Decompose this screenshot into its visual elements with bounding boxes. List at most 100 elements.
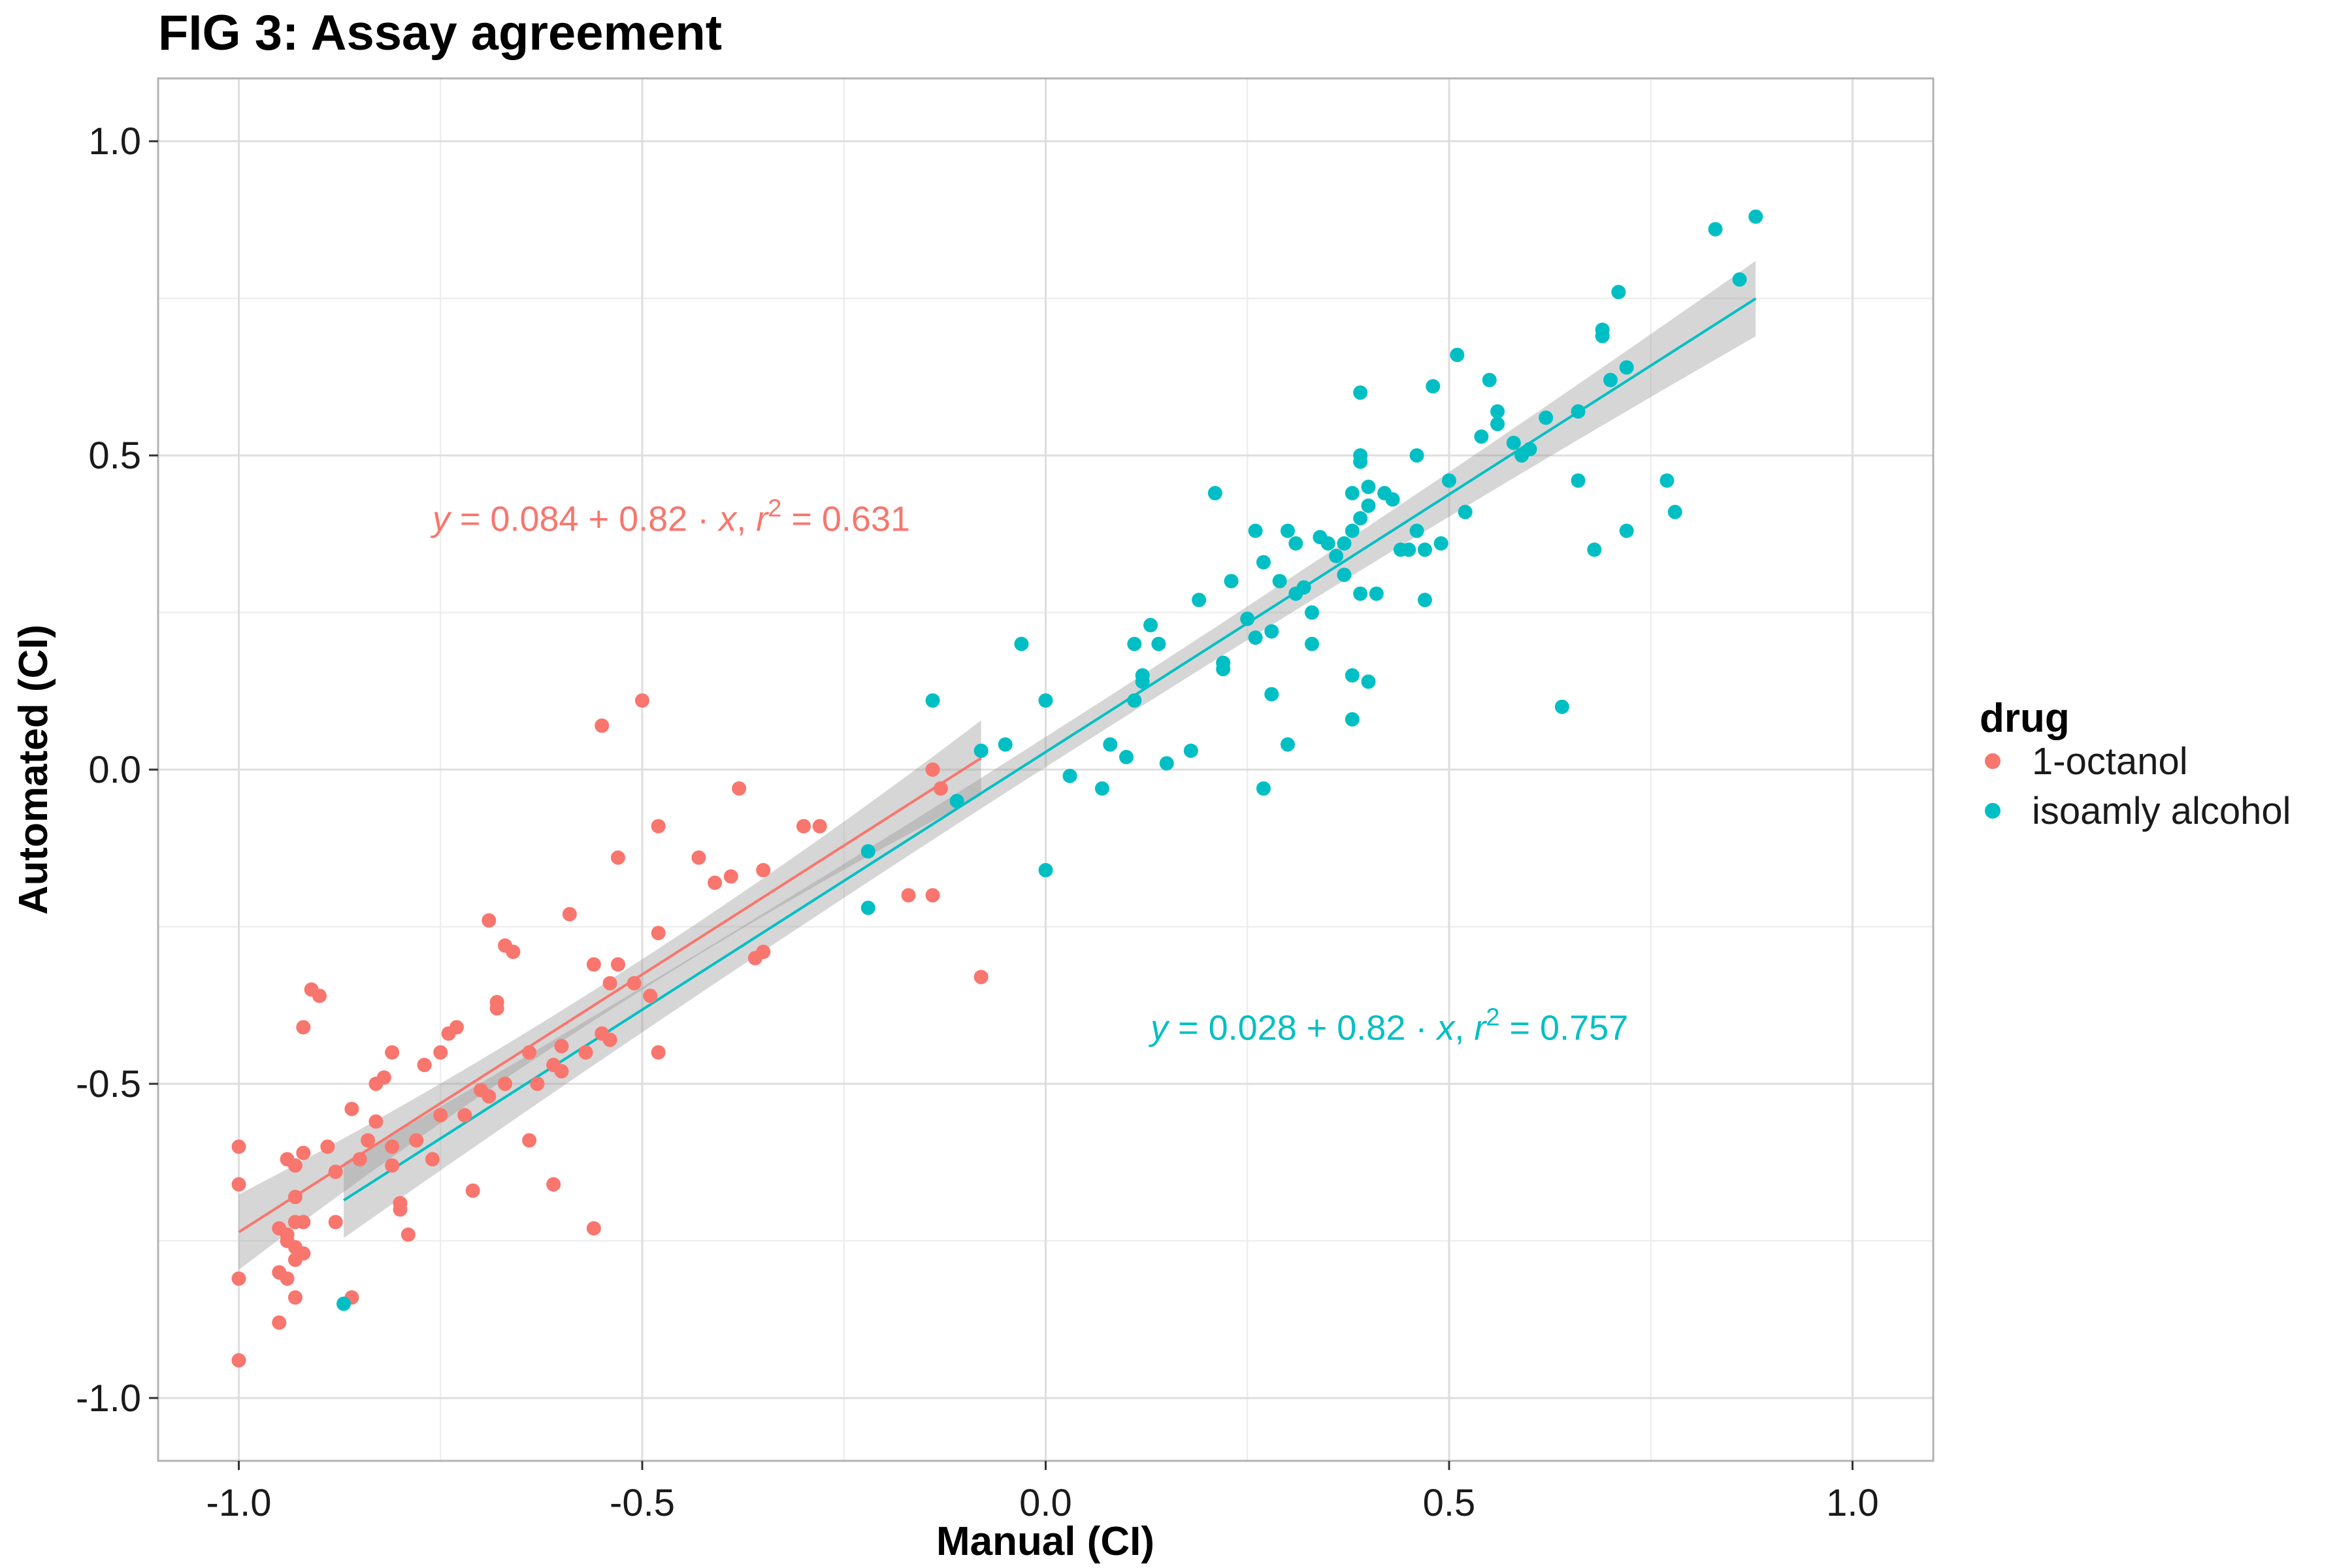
data-point <box>691 850 706 865</box>
data-point <box>1296 580 1311 595</box>
data-point <box>1361 674 1376 689</box>
legend-label: 1-octanol <box>2032 740 2188 783</box>
data-point <box>1151 636 1166 651</box>
data-point <box>1345 523 1360 538</box>
data-point <box>1103 737 1118 752</box>
data-point <box>1272 574 1287 589</box>
data-point <box>328 1164 343 1179</box>
data-point <box>1554 699 1569 714</box>
data-point <box>998 737 1013 752</box>
data-point <box>1159 756 1174 771</box>
data-point <box>1442 473 1456 488</box>
data-point <box>1337 536 1352 551</box>
data-point <box>1288 536 1303 551</box>
data-point <box>1619 360 1634 375</box>
x-tick-label: 1.0 <box>1826 1482 1879 1524</box>
data-point <box>1281 737 1295 752</box>
data-point <box>1305 636 1320 651</box>
data-point <box>1014 636 1029 651</box>
data-point <box>1659 473 1674 488</box>
data-point <box>1264 687 1279 702</box>
data-point <box>1353 454 1368 469</box>
data-point <box>586 957 601 972</box>
data-point <box>312 988 327 1004</box>
data-point <box>1417 593 1432 608</box>
data-point <box>1345 485 1360 500</box>
data-point <box>1603 372 1618 387</box>
data-point <box>385 1045 400 1060</box>
data-point <box>287 1158 302 1173</box>
data-point <box>1224 574 1239 589</box>
data-point <box>1409 523 1424 538</box>
y-tick-label: 0.5 <box>88 434 141 477</box>
data-point <box>328 1215 343 1230</box>
data-point <box>231 1177 246 1192</box>
data-point <box>643 988 658 1004</box>
data-point <box>925 888 940 903</box>
data-point <box>385 1139 400 1154</box>
legend-key <box>1985 753 2001 769</box>
data-point <box>1361 480 1376 495</box>
legend-title: drug <box>1980 696 2070 741</box>
scatter-points <box>231 209 1763 1368</box>
data-point <box>860 900 875 915</box>
x-axis-title: Manual (CI) <box>936 1519 1154 1564</box>
data-point <box>1667 504 1682 519</box>
data-point <box>1143 617 1158 632</box>
data-point <box>554 1064 569 1079</box>
x-tick-label: -0.5 <box>610 1482 675 1524</box>
legend-items: 1-octanol isoamly alcohol <box>1985 740 2291 832</box>
data-point <box>231 1271 246 1286</box>
data-point <box>1595 329 1610 344</box>
data-point <box>756 862 771 877</box>
data-point <box>925 762 940 777</box>
data-point <box>393 1196 408 1211</box>
data-point <box>489 1001 504 1016</box>
data-point <box>1401 542 1416 557</box>
legend-label: isoamly alcohol <box>2032 790 2291 832</box>
data-point <box>433 1108 448 1122</box>
data-point <box>280 1271 295 1286</box>
data-point <box>1458 504 1473 519</box>
data-point <box>449 1020 464 1035</box>
data-point <box>409 1133 424 1148</box>
data-point <box>627 976 642 991</box>
data-point <box>1248 630 1263 645</box>
y-axis: -1.0 -0.5 0.0 0.5 1.0 <box>76 120 158 1420</box>
data-point <box>522 1045 537 1060</box>
data-point <box>1369 586 1384 601</box>
data-point <box>296 1215 311 1230</box>
data-point <box>1571 404 1586 419</box>
data-point <box>385 1158 400 1173</box>
y-tick-label: -1.0 <box>76 1377 141 1420</box>
data-point <box>1216 655 1231 670</box>
data-point <box>1264 624 1279 639</box>
data-point <box>1619 523 1634 538</box>
data-point <box>586 1221 601 1236</box>
data-point <box>368 1114 384 1129</box>
data-point <box>1417 542 1432 557</box>
data-point <box>1353 586 1368 601</box>
x-axis: -1.0 -0.5 0.0 0.5 1.0 <box>206 1461 1879 1524</box>
data-point <box>1353 511 1368 526</box>
data-point <box>425 1152 440 1167</box>
data-point <box>1361 498 1376 514</box>
data-point <box>296 1246 311 1261</box>
data-point <box>1539 410 1554 425</box>
data-point <box>578 1045 593 1060</box>
data-point <box>602 1032 617 1047</box>
data-point <box>1506 435 1521 450</box>
gridlines <box>158 78 1933 1461</box>
data-point <box>1135 668 1150 683</box>
data-point <box>1038 862 1053 877</box>
data-point <box>1433 536 1448 551</box>
data-point <box>1748 209 1763 224</box>
y-tick-label: 1.0 <box>88 120 141 163</box>
data-point <box>1281 523 1295 538</box>
x-tick-label: 0.5 <box>1423 1482 1476 1524</box>
data-point <box>635 693 649 708</box>
data-point <box>506 944 521 959</box>
data-point <box>1094 781 1109 796</box>
x-tick-label: 0.0 <box>1019 1482 1072 1524</box>
